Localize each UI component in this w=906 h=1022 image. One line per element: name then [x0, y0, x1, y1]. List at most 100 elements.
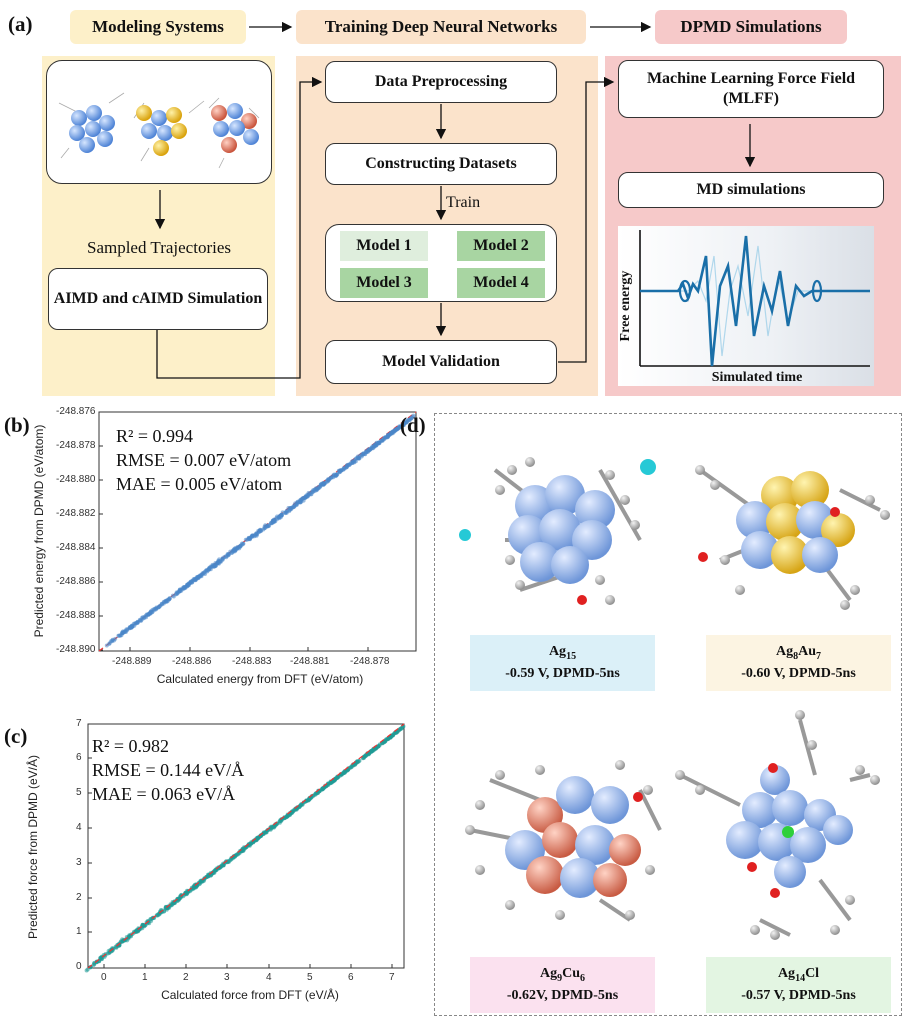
scatter-point — [357, 758, 362, 763]
scatter-point — [238, 544, 243, 549]
scatter-point — [380, 438, 385, 443]
energy-ytick-4: -248.884 — [56, 542, 96, 553]
force-xtick-7: 7 — [389, 972, 395, 983]
scatter-point — [185, 891, 190, 896]
scatter-point — [198, 881, 203, 886]
force-ytick-1: 1 — [76, 926, 82, 937]
model-validation-box: Model Validation — [325, 340, 557, 384]
scatter-point — [364, 450, 369, 455]
scatter-point — [201, 570, 206, 575]
cluster-label-ag14cl: Ag14Cl -0.57 V, DPMD-5ns — [706, 957, 891, 1013]
clusters-frame — [434, 413, 902, 1016]
force-ytick-3: 3 — [76, 857, 82, 868]
energy-ytick-7: -248.890 — [56, 644, 96, 655]
scatter-point — [297, 499, 302, 504]
cluster-potential-ag9cu6: -0.62V, DPMD-5ns — [506, 988, 619, 1003]
train-label: Train — [446, 194, 481, 211]
scatter-point — [182, 585, 187, 590]
free-energy-curve — [639, 230, 870, 367]
scatter-point — [99, 956, 104, 961]
scatter-point — [402, 421, 407, 426]
header-modeling: Modeling Systems — [70, 10, 246, 44]
scatter-point — [126, 935, 131, 940]
energy-ytick-5: -248.886 — [56, 576, 96, 587]
force-xtick-3: 3 — [224, 972, 230, 983]
scatter-point — [338, 470, 342, 474]
scatter-point — [347, 765, 352, 770]
scatter-point — [277, 819, 282, 824]
cluster-label-ag8au7: Ag8Au7 -0.60 V, DPMD-5ns — [706, 635, 891, 691]
scatter-point — [287, 813, 292, 818]
scatter-point — [247, 843, 252, 848]
scatter-point — [373, 747, 378, 751]
scatter-point — [311, 488, 316, 493]
cluster-name-ag14cl: Ag14Cl — [777, 965, 820, 984]
scatter-point — [247, 536, 252, 541]
scatter-point — [288, 506, 292, 510]
scatter-point — [138, 618, 143, 623]
scatter-point — [110, 638, 115, 643]
scatter-point — [279, 513, 284, 518]
scatter-point — [163, 599, 168, 604]
scatter-point — [175, 591, 180, 596]
scatter-point — [322, 481, 327, 486]
scatter-point — [342, 770, 347, 775]
panel-label-b: (b) — [4, 413, 30, 437]
scatter-point — [367, 448, 372, 453]
panel-label-d: (d) — [400, 413, 426, 437]
force-xtick-5: 5 — [307, 972, 313, 983]
scatter-point — [334, 473, 339, 478]
force-mae: MAE = 0.063 eV/Å — [92, 784, 236, 804]
cluster-label-ag9cu6: Ag9Cu6 -0.62V, DPMD-5ns — [470, 957, 655, 1013]
scatter-point — [399, 726, 404, 731]
scatter-point — [362, 755, 366, 760]
scatter-point — [305, 494, 310, 499]
scatter-point — [376, 744, 381, 749]
energy-ytick-6: -248.888 — [56, 610, 96, 621]
scatter-point — [388, 431, 393, 436]
cluster-name-ag8au7: Ag8Au7 — [775, 643, 822, 662]
cluster-ag9cu6 — [465, 760, 662, 922]
scatter-point — [301, 496, 306, 500]
free-energy-plot — [618, 226, 874, 386]
scatter-point — [141, 923, 146, 928]
scatter-point — [128, 625, 133, 630]
scatter-point — [407, 418, 412, 423]
scatter-point — [267, 523, 272, 528]
scatter-point — [177, 589, 182, 594]
force-ytick-2: 2 — [76, 892, 82, 903]
scatter-point — [357, 455, 361, 460]
scatter-point — [190, 578, 195, 583]
model-1: Model 1 — [340, 231, 428, 261]
energy-rmse: RMSE = 0.007 eV/atom — [116, 450, 292, 470]
panel-label-a: (a) — [8, 12, 33, 36]
energy-xtick-2: -248.883 — [232, 656, 272, 667]
force-xtick-6: 6 — [348, 972, 354, 983]
model-4: Model 4 — [457, 268, 545, 298]
scatter-point — [380, 741, 385, 746]
scatter-point — [327, 477, 332, 482]
md-simulations-box: MD simulations — [618, 172, 884, 208]
force-r2: R² = 0.982 — [92, 736, 170, 756]
force-xtick-4: 4 — [266, 972, 272, 983]
scatter-point — [269, 825, 274, 830]
scatter-point — [300, 802, 305, 807]
energy-xtick-3: -248.881 — [290, 656, 330, 667]
scatter-point — [239, 848, 244, 853]
force-ytick-5: 5 — [76, 787, 82, 798]
cluster-name-ag15: Ag15 — [548, 643, 577, 662]
force-ytick-7: 7 — [76, 718, 82, 729]
force-stats: R² = 0.982 RMSE = 0.144 eV/Å MAE = 0.063… — [92, 734, 244, 806]
scatter-point — [229, 550, 234, 555]
force-xlabel: Calculated force from DFT (eV/Å) — [161, 988, 339, 1002]
scatter-point — [276, 515, 281, 520]
model-3: Model 3 — [340, 268, 428, 298]
scatter-point — [293, 501, 298, 506]
scatter-point — [241, 541, 246, 546]
scatter-point — [370, 444, 375, 449]
force-xtick-0: 0 — [101, 972, 107, 983]
force-ytick-4: 4 — [76, 822, 82, 833]
scatter-point — [148, 917, 153, 921]
